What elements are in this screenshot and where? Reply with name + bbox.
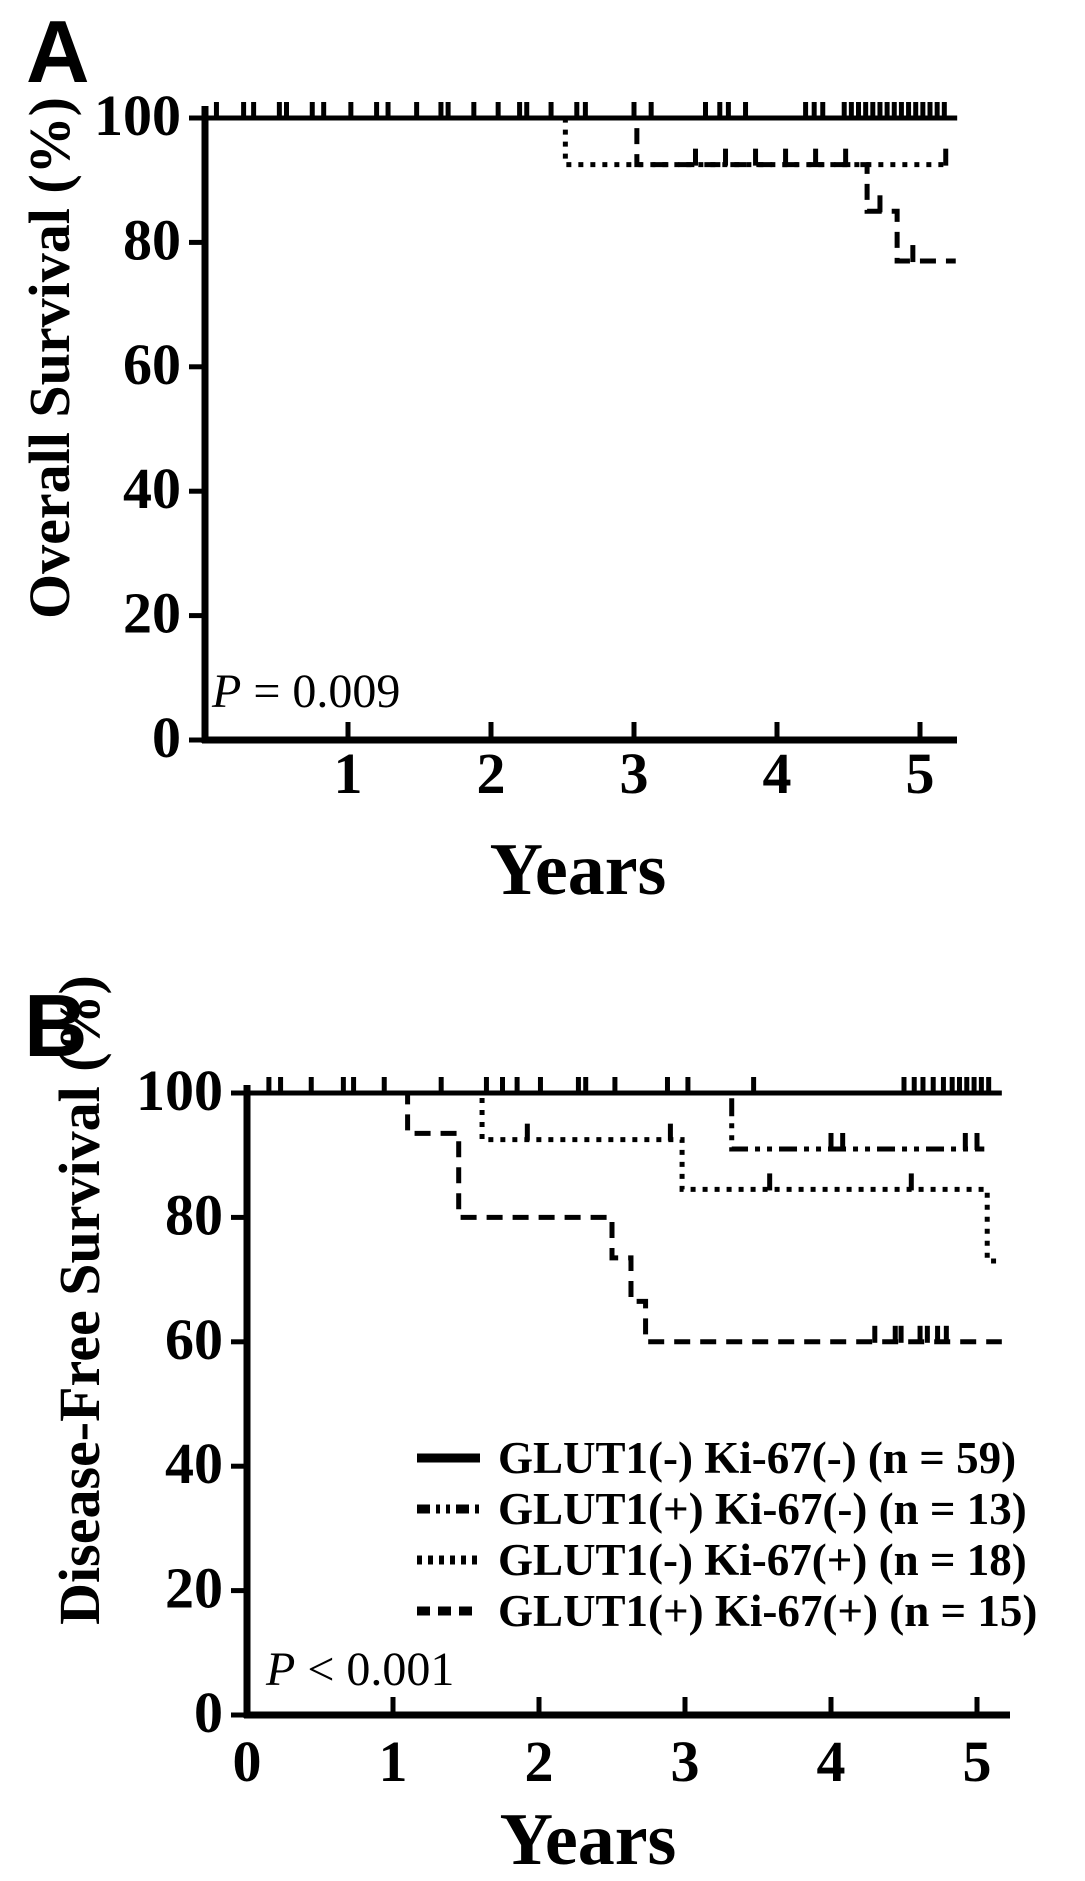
panel-b-p-symbol: P bbox=[266, 1643, 296, 1696]
panel-b-y-tick-label: 40 bbox=[165, 1431, 223, 1496]
panel-a-curve-dotted bbox=[205, 115, 949, 168]
panel-a-p-number: = 0.009 bbox=[241, 665, 401, 718]
panel-b-p-value: P < 0.001 bbox=[266, 1642, 454, 1697]
panel-b-y-tick-label: 20 bbox=[165, 1556, 223, 1621]
panel-a-x-tick-label: 5 bbox=[906, 741, 935, 806]
legend-label: GLUT1(-) Ki-67(+) (n = 18) bbox=[498, 1534, 1027, 1585]
panel-a-label: A bbox=[26, 2, 90, 101]
dash-dot-dot-line-swatch-icon bbox=[417, 1504, 480, 1513]
panel-b-x-tick-label: 4 bbox=[817, 1729, 846, 1794]
panel-b-label: B bbox=[24, 976, 88, 1075]
panel-a-y-tick-label: 100 bbox=[94, 83, 181, 148]
panel-a-y-axis-title: Overall Survival (%) bbox=[17, 97, 82, 619]
legend-label: GLUT1(+) Ki-67(-) (n = 13) bbox=[498, 1483, 1027, 1534]
legend-item-glut1-pos-ki67-neg: GLUT1(+) Ki-67(-) (n = 13) bbox=[416, 1483, 1037, 1534]
panel-a-y-tick-label: 20 bbox=[123, 581, 181, 646]
panel-b-y-axis-title: Disease-Free Survival (%) bbox=[47, 975, 112, 1625]
panel-a-y-tick-label: 60 bbox=[123, 332, 181, 397]
panel-b-curve-dashdotdot bbox=[247, 1090, 985, 1152]
panel-a-y-tick-label: 0 bbox=[152, 705, 181, 770]
panel-b-x-axis-title: Years bbox=[499, 1799, 677, 1881]
legend-item-glut1-pos-ki67-pos: GLUT1(+) Ki-67(+) (n = 15) bbox=[416, 1585, 1037, 1636]
panel-a-x-tick-label: 1 bbox=[334, 741, 363, 806]
panel-a-x-tick-label: 3 bbox=[620, 741, 649, 806]
panel-b-x-tick-label: 3 bbox=[671, 1729, 700, 1794]
panel-b-x-tick-label: 2 bbox=[525, 1729, 554, 1794]
dotted-line-swatch-icon bbox=[417, 1555, 480, 1564]
panel-a-y-tick-label: 80 bbox=[123, 207, 181, 272]
legend-label: GLUT1(-) Ki-67(-) (n = 59) bbox=[498, 1432, 1017, 1483]
panel-a-p-symbol: P bbox=[212, 665, 242, 718]
panel-a-x-tick-label: 4 bbox=[763, 741, 792, 806]
legend-item-glut1-neg-ki67-neg: GLUT1(-) Ki-67(-) (n = 59) bbox=[416, 1432, 1037, 1483]
legend-label: GLUT1(+) Ki-67(+) (n = 15) bbox=[498, 1585, 1038, 1636]
panel-a-p-value: P = 0.009 bbox=[212, 664, 400, 719]
legend: GLUT1(-) Ki-67(-) (n = 59) GLUT1(+) Ki-6… bbox=[416, 1432, 1037, 1636]
panel-b-y-tick-label: 100 bbox=[136, 1058, 223, 1123]
panel-b-y-tick-label: 60 bbox=[165, 1307, 223, 1372]
legend-item-glut1-neg-ki67-pos: GLUT1(-) Ki-67(+) (n = 18) bbox=[416, 1534, 1037, 1585]
panel-b-y-tick-label: 0 bbox=[194, 1680, 223, 1745]
panel-a-curve-dashed bbox=[205, 115, 956, 264]
panel-a-y-tick-label: 40 bbox=[123, 456, 181, 521]
dashed-line-swatch-icon bbox=[417, 1606, 480, 1615]
panel-a-x-tick-label: 2 bbox=[477, 741, 506, 806]
panel-b-curve-dashed bbox=[247, 1090, 1002, 1345]
panel-b-y-tick-label: 80 bbox=[165, 1182, 223, 1247]
panel-b-curve-dotted bbox=[247, 1090, 1001, 1264]
panel-b-x-tick-label: 1 bbox=[379, 1729, 408, 1794]
panel-b-p-number: < 0.001 bbox=[295, 1643, 455, 1696]
panel-b-x-tick-label: 5 bbox=[963, 1729, 992, 1794]
panel-a-x-axis-title: Years bbox=[489, 829, 667, 911]
panel-b-x-tick-label: 0 bbox=[233, 1729, 262, 1794]
solid-line-swatch-icon bbox=[417, 1453, 480, 1462]
